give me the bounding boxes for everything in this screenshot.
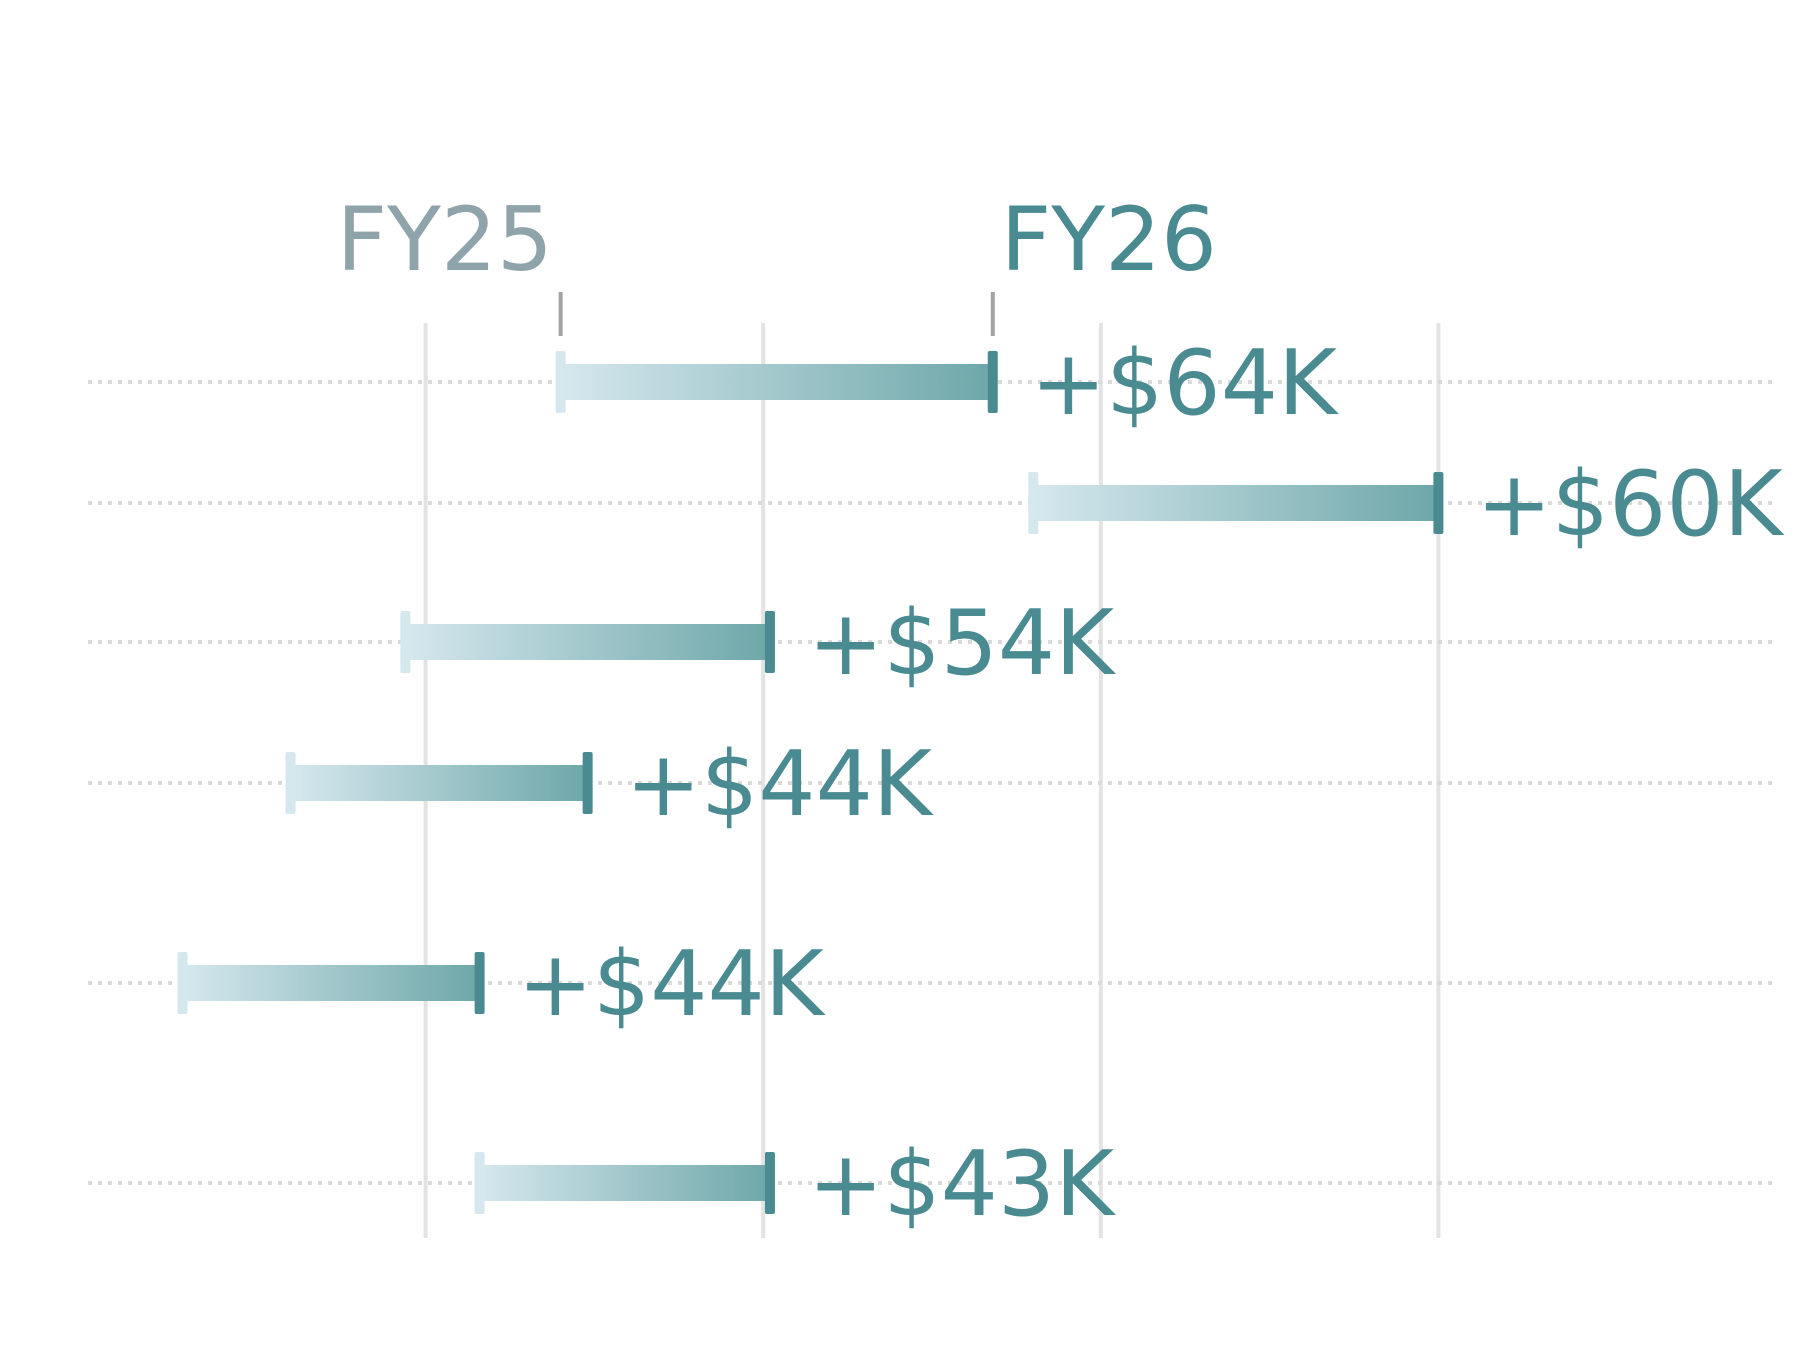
change-bar bbox=[1033, 485, 1439, 521]
fy26-marker bbox=[764, 611, 775, 673]
change-bar bbox=[182, 965, 480, 1001]
delta-label: +$44K bbox=[518, 932, 826, 1037]
change-bar bbox=[479, 1165, 770, 1201]
row-6: +$43K bbox=[474, 1132, 1116, 1237]
fy25-marker bbox=[177, 952, 188, 1014]
fy26-marker bbox=[1433, 472, 1444, 534]
delta-label: +$43K bbox=[808, 1132, 1116, 1237]
delta-label: +$60K bbox=[1476, 452, 1784, 557]
change-bar bbox=[560, 364, 993, 400]
rows: +$64K +$60K +$54K +$44K +$44K +$43K bbox=[177, 331, 1785, 1237]
fy25-marker bbox=[555, 351, 566, 413]
fy26-marker bbox=[582, 752, 593, 814]
delta-label: +$54K bbox=[808, 591, 1116, 696]
row-2: +$60K bbox=[1028, 452, 1785, 557]
delta-label: +$44K bbox=[626, 732, 934, 837]
fy25-marker bbox=[474, 1152, 485, 1214]
change-bar bbox=[290, 765, 588, 801]
row-5: +$44K bbox=[177, 932, 826, 1037]
fy26-marker bbox=[764, 1152, 775, 1214]
fy26-marker bbox=[987, 351, 998, 413]
fy25-marker bbox=[285, 752, 296, 814]
row-4: +$44K bbox=[285, 732, 934, 837]
fy25-marker bbox=[1028, 472, 1039, 534]
fy26-marker bbox=[474, 952, 485, 1014]
change-bar bbox=[405, 624, 770, 660]
row-3: +$54K bbox=[400, 591, 1116, 696]
delta-label: +$64K bbox=[1031, 331, 1339, 436]
fy25-marker bbox=[400, 611, 411, 673]
series-headers: FY25 FY26 bbox=[336, 188, 1217, 336]
series-header-fy26: FY26 bbox=[1001, 188, 1217, 291]
row-1: +$64K bbox=[555, 331, 1339, 436]
series-header-fy25: FY25 bbox=[336, 188, 552, 291]
